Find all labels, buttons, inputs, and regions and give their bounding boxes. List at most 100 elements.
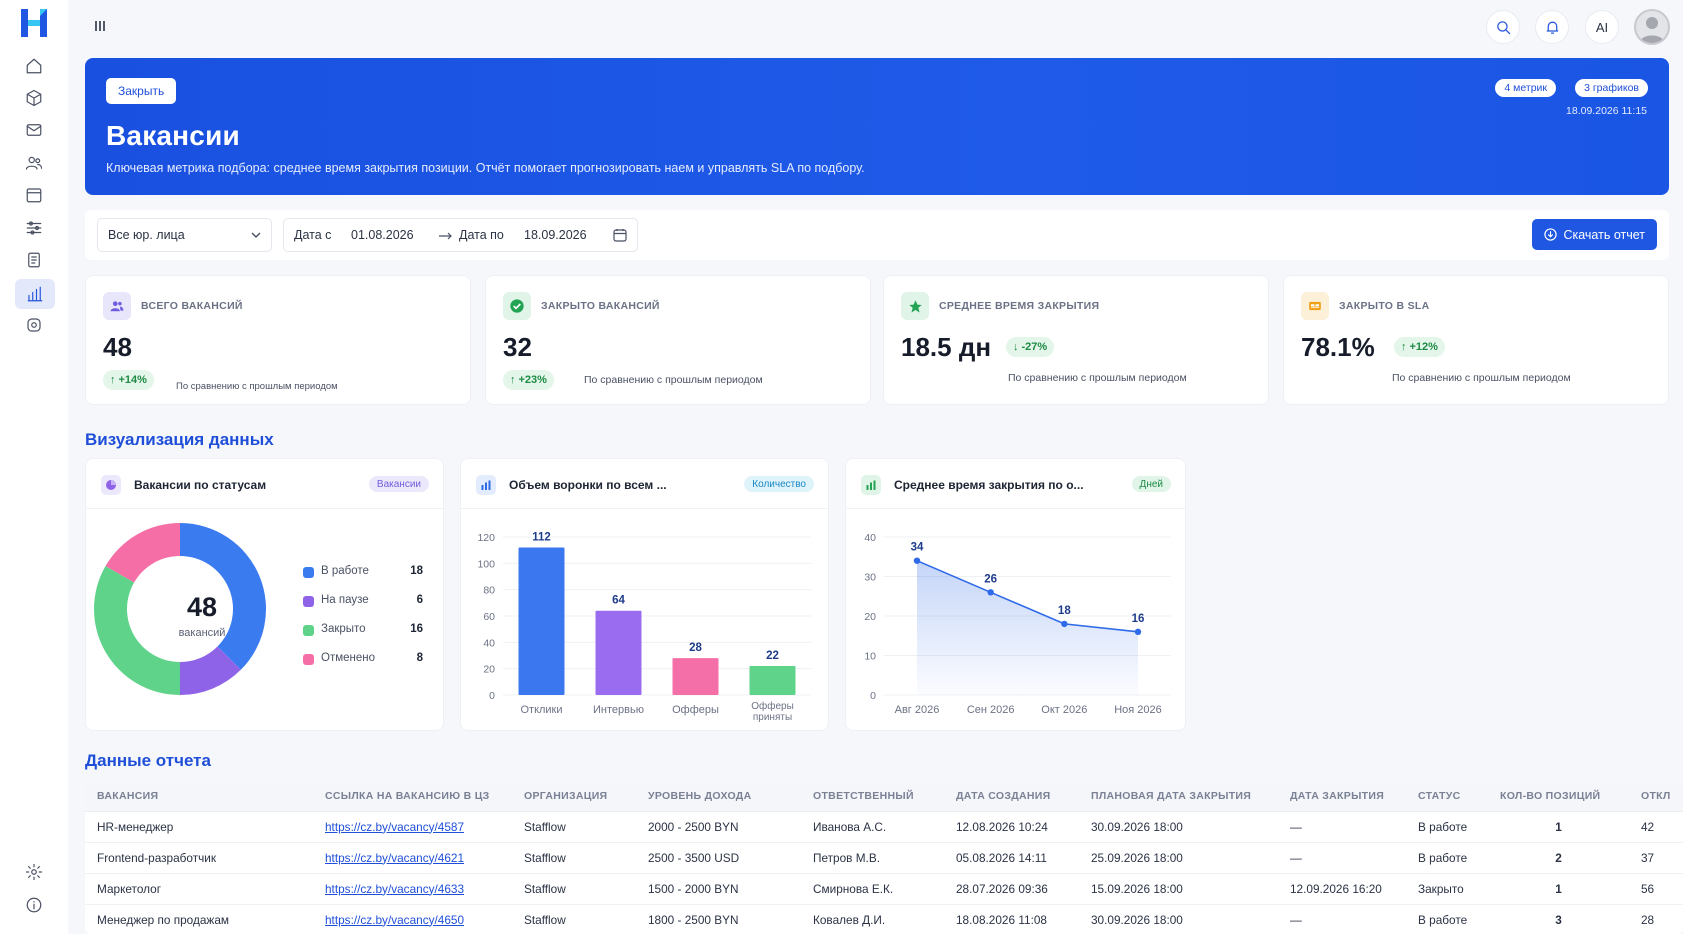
table-row[interactable]: Frontend-разработчик https://cz.by/vacanc… — [85, 842, 1683, 874]
bar-value-label: 64 — [612, 595, 625, 607]
table-cell-link[interactable]: https://cz.by/vacancy/4621 — [313, 842, 512, 874]
arrow-right-icon — [439, 232, 452, 240]
nav-home[interactable] — [20, 52, 48, 80]
legend-swatch — [303, 567, 314, 578]
arrow-down-icon: ↓ — [1013, 341, 1019, 353]
arrow-up-icon: ↑ — [510, 374, 516, 386]
menu-toggle-button[interactable] — [90, 16, 110, 36]
column-header[interactable]: УРОВЕНЬ ДОХОДА — [636, 782, 801, 812]
date-from-value[interactable]: 01.08.2026 — [351, 228, 414, 242]
notifications-button[interactable] — [1535, 10, 1569, 44]
nav-integrations[interactable] — [20, 311, 48, 339]
column-header[interactable]: ПЛАНОВАЯ ДАТА ЗАКРЫТИЯ — [1079, 782, 1278, 812]
date-range-picker[interactable]: Дата с 01.08.2026 Дата по 18.09.2026 — [283, 218, 638, 252]
bar[interactable] — [595, 610, 642, 695]
donut-slice[interactable] — [105, 523, 180, 583]
donut-slice[interactable] — [180, 523, 266, 670]
table-row[interactable]: Менеджер по продажам https://cz.by/vacanc… — [85, 904, 1683, 934]
nav-info[interactable] — [20, 891, 48, 919]
kpi-label: ЗАКРЫТО ВАКАНСИЙ — [541, 300, 660, 312]
y-tick-label: 20 — [483, 664, 495, 676]
document-icon — [28, 252, 40, 268]
data-point[interactable] — [1134, 628, 1142, 635]
table-cell-link[interactable]: https://cz.by/vacancy/4633 — [313, 873, 512, 905]
search-button[interactable] — [1486, 10, 1520, 44]
legend-value: 6 — [416, 594, 423, 606]
bell-icon — [1546, 21, 1558, 34]
vacancy-link[interactable]: https://cz.by/vacancy/4621 — [325, 850, 465, 865]
arrow-up-icon: ↑ — [1401, 341, 1407, 353]
kpi-label: ЗАКРЫТО В SLA — [1339, 300, 1430, 312]
page-description: Ключевая метрика подбора: среднее время … — [106, 161, 865, 175]
nav-calendar[interactable] — [20, 181, 48, 209]
table-cell: Иванова А.С. — [801, 811, 944, 843]
donut-slice[interactable] — [94, 566, 180, 695]
bar[interactable] — [518, 547, 565, 695]
nav-reports[interactable] — [15, 279, 55, 309]
table-row[interactable]: HR-менеджер https://cz.by/vacancy/4587 Sta… — [85, 811, 1683, 843]
chart-title: Вакансии по статусам — [134, 478, 267, 492]
column-header[interactable]: СТАТУС — [1406, 782, 1488, 812]
nav-mail[interactable] — [20, 116, 48, 144]
column-header[interactable]: ССЫЛКА НА ВАКАНСИЮ В ЦЗ — [313, 782, 512, 812]
ai-assistant-button[interactable]: AI — [1585, 10, 1619, 44]
nav-filters[interactable] — [20, 214, 48, 242]
legend-item[interactable]: В работе 18 — [303, 565, 423, 594]
nav-users[interactable] — [20, 149, 48, 177]
legend-item[interactable]: Закрыто 16 — [303, 623, 423, 652]
bar-chart-icon — [861, 475, 881, 495]
date-to-value[interactable]: 18.09.2026 — [524, 228, 587, 242]
menu-icon — [95, 21, 105, 31]
table-cell-link[interactable]: https://cz.by/vacancy/4650 — [313, 904, 512, 934]
table-cell: 18.08.2026 11:08 — [944, 904, 1079, 934]
column-header[interactable]: ДАТА ЗАКРЫТИЯ — [1278, 782, 1406, 812]
vacancy-link[interactable]: https://cz.by/vacancy/4587 — [325, 819, 465, 834]
vacancy-link[interactable]: https://cz.by/vacancy/4650 — [325, 912, 465, 927]
chart-tag: Вакансии — [368, 476, 429, 492]
nav-settings[interactable] — [20, 858, 48, 886]
column-header[interactable]: КОЛ-ВО ПОЗИЦИЙ — [1488, 782, 1629, 812]
data-point[interactable] — [913, 557, 921, 564]
table-cell-link[interactable]: https://cz.by/vacancy/4587 — [313, 811, 512, 843]
table-cell: 1 — [1488, 811, 1629, 843]
legend-item[interactable]: На паузе 6 — [303, 594, 423, 623]
metrics-count-badge: 4 метрик — [1495, 79, 1556, 97]
bar-chart: 0 20 40 60 80 100 120 112 Отклики 64 Интервью 28 Офф… — [477, 532, 811, 723]
column-header[interactable]: ВАКАНСИЯ — [85, 782, 313, 812]
user-avatar[interactable] — [1634, 9, 1670, 45]
data-point[interactable] — [987, 589, 994, 596]
table-cell: 2 — [1488, 842, 1629, 874]
users-icon — [25, 156, 43, 170]
y-tick-label: 40 — [483, 637, 495, 649]
table-cell: — — [1278, 842, 1406, 874]
chart-header: Объем воронки по всем ... Количество — [461, 459, 828, 509]
column-header[interactable]: ОРГАНИЗАЦИЯ — [512, 782, 636, 812]
app-logo[interactable] — [19, 7, 49, 39]
data-point[interactable] — [1061, 620, 1068, 628]
vacancy-link[interactable]: https://cz.by/vacancy/4633 — [325, 881, 465, 896]
chart-card-statuses: Вакансии по статусам Вакансии 48 ваканси… — [85, 458, 444, 731]
download-report-button[interactable]: Скачать отчет — [1532, 219, 1657, 250]
search-icon — [1496, 20, 1510, 34]
column-header[interactable]: ОТВЕТСТВЕННЫЙ — [801, 782, 944, 812]
table-header-row: ВАКАНСИЯ ССЫЛКА НА ВАКАНСИЮ В ЦЗ ОРГАНИЗАЦ… — [85, 782, 1683, 812]
bar[interactable] — [749, 666, 796, 695]
nav-products[interactable] — [20, 84, 48, 112]
calendar-icon — [26, 188, 42, 203]
donut-chart — [94, 523, 266, 695]
close-button[interactable]: Закрыть — [106, 78, 177, 104]
legend-label: На паузе — [321, 594, 369, 606]
date-from-label: Дата с — [294, 228, 332, 242]
legend-item[interactable]: Отменено 8 — [303, 652, 423, 681]
nav-documents[interactable] — [20, 246, 48, 274]
y-tick-label: 100 — [477, 558, 495, 570]
column-header[interactable]: ОТКЛ — [1629, 782, 1683, 812]
donut-slice[interactable] — [180, 646, 241, 695]
table-row[interactable]: Маркетолог https://cz.by/vacancy/4633 Staf… — [85, 873, 1683, 905]
column-header[interactable]: ДАТА СОЗДАНИЯ — [944, 782, 1079, 812]
table-cell: Маркетолог — [85, 873, 313, 905]
legal-entity-select[interactable]: Все юр. лица — [97, 218, 272, 252]
kpi-value: 78.1% — [1301, 332, 1375, 362]
bar[interactable] — [672, 658, 719, 695]
calendar-icon[interactable] — [613, 228, 627, 242]
